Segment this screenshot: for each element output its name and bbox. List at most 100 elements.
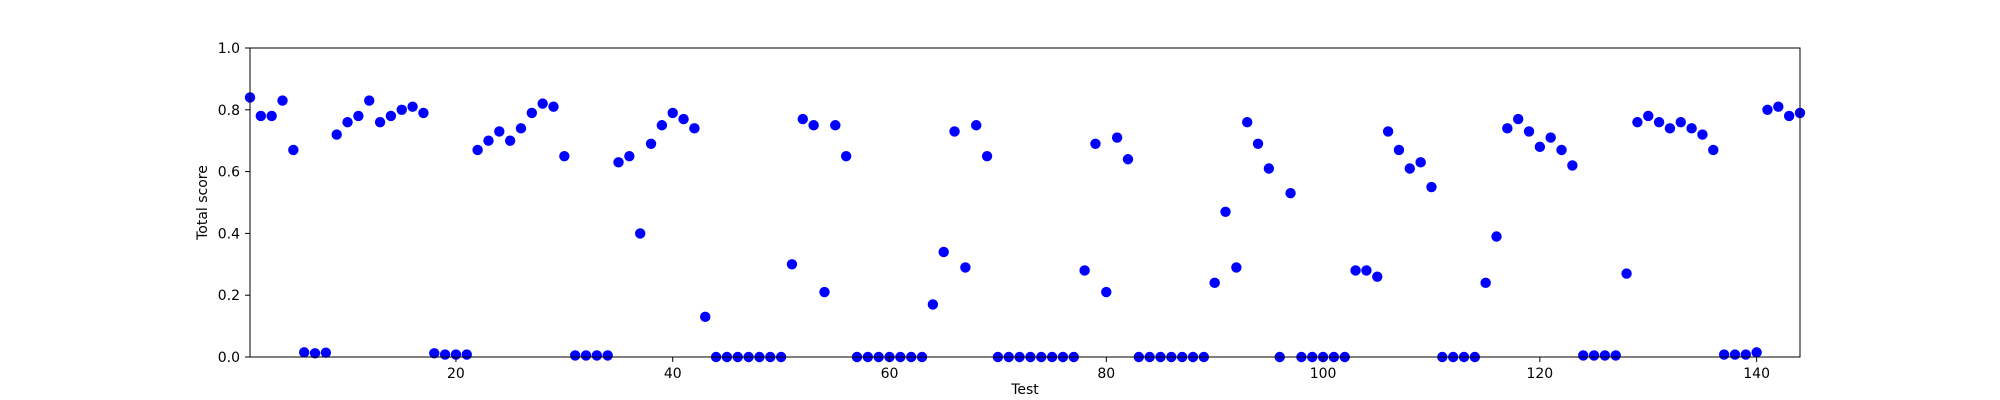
data-point (808, 120, 819, 131)
data-point (1534, 141, 1546, 153)
data-point (299, 347, 310, 358)
data-point (483, 135, 494, 146)
data-point (580, 350, 592, 361)
data-point (927, 299, 939, 310)
data-point (624, 150, 635, 162)
data-point (1101, 286, 1112, 298)
data-point (1372, 271, 1383, 282)
data-point (331, 129, 342, 140)
data-point (1643, 110, 1654, 122)
data-point (364, 95, 375, 106)
data-point (461, 349, 472, 360)
data-point (1762, 104, 1773, 116)
data-point (1122, 154, 1134, 165)
data-point (830, 120, 841, 131)
data-point (472, 144, 483, 156)
data-point (1231, 262, 1242, 273)
data-point (374, 116, 386, 128)
data-point (418, 107, 429, 119)
y-tick-label: 0.8 (218, 103, 240, 119)
data-point (1632, 116, 1643, 128)
data-point (667, 107, 678, 119)
data-point (526, 107, 538, 119)
data-point (960, 262, 971, 273)
data-point (1686, 123, 1697, 134)
data-point (819, 286, 830, 298)
data-point (1426, 181, 1437, 193)
data-point (1242, 116, 1253, 128)
data-point (1578, 350, 1589, 361)
data-point (645, 138, 657, 149)
data-point (407, 101, 418, 112)
y-tick-label: 1.0 (218, 41, 240, 57)
data-point (1111, 132, 1123, 143)
data-point (1220, 206, 1231, 217)
data-point (1718, 349, 1730, 360)
data-point (1729, 349, 1741, 360)
data-point (656, 120, 668, 131)
x-tick-label: 40 (664, 366, 682, 382)
data-point (288, 144, 299, 156)
data-point (797, 113, 808, 125)
data-point (1588, 350, 1600, 361)
data-point (1090, 138, 1101, 149)
data-point (277, 95, 288, 106)
x-tick-label: 100 (1310, 366, 1337, 382)
data-point (971, 120, 982, 131)
data-point (1773, 101, 1784, 112)
data-point (1404, 163, 1415, 174)
data-point (1382, 126, 1394, 137)
y-tick-label: 0.4 (218, 226, 240, 242)
data-point (1697, 129, 1708, 140)
x-axis-label: Test (1010, 382, 1039, 398)
data-point (439, 349, 451, 360)
data-point (981, 150, 993, 162)
data-point (1393, 144, 1405, 156)
data-point (1079, 265, 1090, 276)
data-point (494, 126, 505, 137)
data-point (678, 113, 689, 125)
data-point (1783, 110, 1795, 122)
data-point (1675, 116, 1686, 128)
data-point (1621, 268, 1632, 279)
data-point (396, 104, 407, 116)
x-tick-label: 60 (881, 366, 899, 382)
data-point (1491, 231, 1502, 242)
data-point (602, 350, 613, 361)
data-point (1350, 265, 1361, 276)
data-point (559, 150, 570, 162)
data-point (1285, 188, 1296, 199)
data-point (548, 101, 559, 112)
x-tick-label: 80 (1097, 366, 1115, 382)
data-point (786, 259, 798, 270)
data-point (1664, 123, 1676, 134)
data-point (515, 123, 527, 134)
data-point (537, 98, 548, 109)
data-point (255, 110, 267, 122)
x-tick-label: 120 (1526, 366, 1553, 382)
data-point (689, 123, 700, 134)
y-tick-label: 0.6 (218, 165, 240, 181)
data-point (266, 110, 277, 122)
data-point (1209, 277, 1220, 289)
y-tick-label: 0.0 (218, 350, 240, 366)
y-tick-label: 0.2 (218, 288, 240, 304)
data-point (700, 311, 711, 323)
data-point (385, 110, 397, 122)
data-point (938, 246, 949, 258)
data-point (342, 116, 353, 128)
data-point (353, 110, 364, 122)
data-point (1480, 277, 1491, 289)
data-point (1708, 144, 1719, 156)
data-point (1252, 138, 1264, 149)
data-point (1502, 123, 1513, 134)
data-point (1599, 350, 1611, 361)
data-point (1512, 113, 1524, 125)
data-point (1263, 163, 1275, 174)
data-point (569, 350, 581, 361)
data-point (504, 135, 516, 146)
y-axis-label: Total score (195, 165, 211, 241)
data-point (840, 150, 852, 162)
data-point (429, 348, 440, 359)
